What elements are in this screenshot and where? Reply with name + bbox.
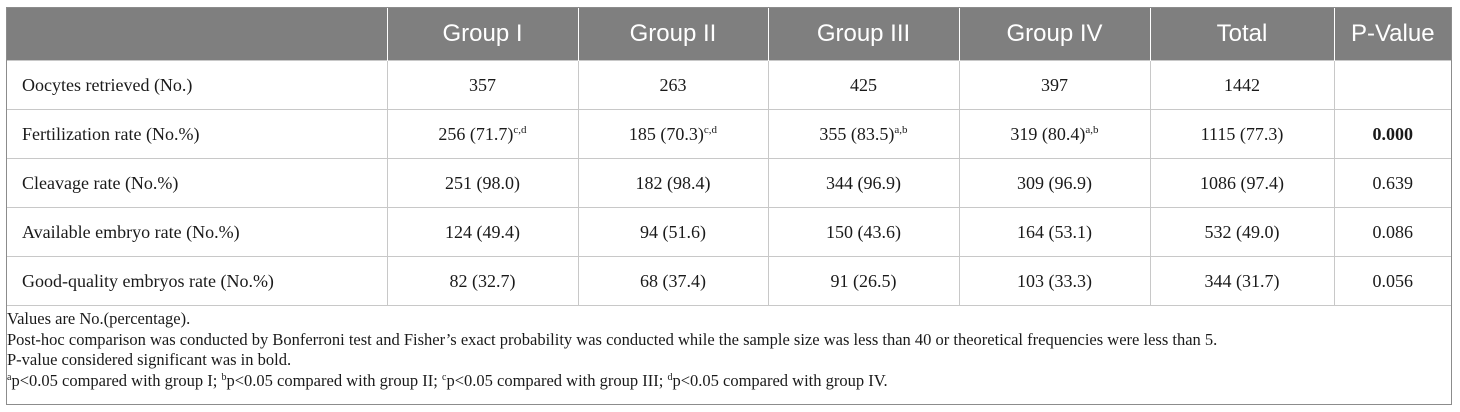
header-cell-empty	[7, 8, 388, 61]
row-label: Oocytes retrieved (No.)	[7, 60, 388, 110]
cell-value: 185 (70.3)	[628, 123, 704, 144]
table-cell: 355 (83.5)a,b	[768, 109, 960, 159]
table-cell: 251 (98.0)	[387, 158, 579, 208]
cell-value: 94 (51.6)	[640, 221, 706, 242]
p-value-cell: 0.086	[1334, 207, 1451, 257]
table-cell: 91 (26.5)	[768, 256, 960, 306]
cell-value: 532 (49.0)	[1204, 221, 1280, 242]
table-cell: 256 (71.7)c,d	[387, 109, 579, 159]
cell-value: 1442	[1224, 74, 1260, 95]
header-row: Group I Group II Group III Group IV Tota…	[7, 8, 1451, 61]
table-row: Fertilization rate (No.%) 256 (71.7)c,d 18…	[7, 109, 1451, 159]
cell-value: 182 (98.4)	[635, 172, 711, 193]
table-cell: 344 (96.9)	[768, 158, 960, 208]
table-cell: 185 (70.3)c,d	[578, 109, 769, 159]
table-cell: 150 (43.6)	[768, 207, 960, 257]
table-cell: 94 (51.6)	[578, 207, 769, 257]
cell-value: 124 (49.4)	[445, 221, 520, 242]
table-cell: 182 (98.4)	[578, 158, 769, 208]
table-cell: 397	[959, 60, 1151, 110]
table-cell: 164 (53.1)	[959, 207, 1151, 257]
cell-value: 1086 (97.4)	[1200, 172, 1284, 193]
footnote-text: p<0.05 compared with group III;	[446, 370, 668, 390]
footnote-marker: d	[667, 371, 673, 383]
results-table: Group I Group II Group III Group IV Tota…	[7, 8, 1451, 306]
note-post-hoc: Post-hoc comparison was conducted by Bon…	[7, 329, 1218, 349]
table-cell: 1115 (77.3)	[1150, 109, 1335, 159]
table-body: Oocytes retrieved (No.) 357 263 425 397 1442 F…	[7, 60, 1451, 306]
table-row: Oocytes retrieved (No.) 357 263 425 397 1442	[7, 60, 1451, 110]
cell-value: 344 (96.9)	[826, 172, 901, 193]
row-label: Fertilization rate (No.%)	[7, 109, 388, 159]
row-label: Good-quality embryos rate (No.%)	[7, 256, 388, 306]
header-cell-group-i: Group I	[387, 8, 579, 61]
header-cell-group-iii: Group III	[768, 8, 960, 61]
table-row: Cleavage rate (No.%) 251 (98.0) 182 (98.4)…	[7, 158, 1451, 208]
footnote-text: p<0.05 compared with group II;	[226, 370, 442, 390]
cell-value: 150 (43.6)	[826, 221, 901, 242]
header-cell-p-value: P-Value	[1334, 8, 1451, 61]
table-cell: 344 (31.7)	[1150, 256, 1335, 306]
table-row: Good-quality embryos rate (No.%) 82 (32.7…	[7, 256, 1451, 306]
table-row: Available embryo rate (No.%) 124 (49.4) 94…	[7, 207, 1451, 257]
table-cell: 263	[578, 60, 769, 110]
row-label: Cleavage rate (No.%)	[7, 158, 388, 208]
cell-value: 397	[1041, 74, 1068, 95]
cell-value: 425	[850, 74, 877, 95]
table-frame: Group I Group II Group III Group IV Tota…	[6, 7, 1452, 405]
table-notes: Values are No.(percentage). Post-hoc com…	[7, 309, 1217, 391]
cell-value: 82 (32.7)	[449, 270, 516, 291]
significance-superscript: c,d	[703, 123, 718, 136]
note-significance: P-value considered significant was in bo…	[7, 350, 292, 369]
header-cell-group-iv: Group IV	[959, 8, 1151, 61]
footnote-marker: a	[7, 371, 12, 383]
significance-superscript: a,b	[894, 123, 908, 136]
row-label: Available embryo rate (No.%)	[7, 207, 388, 257]
footnote-text: p<0.05 compared with group IV.	[672, 370, 888, 390]
table-cell: 124 (49.4)	[387, 207, 579, 257]
table-header: Group I Group II Group III Group IV Tota…	[7, 8, 1451, 61]
cell-value: 263	[659, 74, 687, 95]
cell-value: 68 (37.4)	[640, 270, 706, 291]
note-footnotes: ap<0.05 compared with group I; bp<0.05 c…	[7, 371, 1217, 392]
header-cell-group-ii: Group II	[578, 8, 769, 61]
p-value-cell: 0.639	[1334, 158, 1451, 208]
cell-value: 344 (31.7)	[1204, 270, 1280, 291]
cell-value: 103 (33.3)	[1017, 270, 1092, 291]
footnote-text: p<0.05 compared with group I;	[11, 370, 222, 390]
footnote-marker: c	[441, 371, 447, 383]
cell-value: 319 (80.4)	[1010, 123, 1086, 144]
cell-value: 256 (71.7)	[438, 123, 514, 144]
table-cell: 309 (96.9)	[959, 158, 1151, 208]
table-cell: 1442	[1150, 60, 1335, 110]
note-values: Values are No.(percentage).	[7, 309, 191, 328]
cell-value: 91 (26.5)	[830, 270, 897, 291]
cell-value: 357	[469, 74, 496, 95]
table-cell: 357	[387, 60, 579, 110]
cell-value: 251 (98.0)	[445, 172, 520, 193]
footnote-marker: b	[221, 371, 227, 383]
cell-value: 164 (53.1)	[1017, 221, 1092, 242]
table-cell: 1086 (97.4)	[1150, 158, 1335, 208]
cell-value: 1115 (77.3)	[1200, 123, 1284, 144]
p-value-cell: 0.056	[1334, 256, 1451, 306]
p-value-cell	[1334, 60, 1451, 110]
table-cell: 319 (80.4)a,b	[959, 109, 1151, 159]
cell-value: 309 (96.9)	[1017, 172, 1092, 193]
table-cell: 425	[768, 60, 960, 110]
p-value-cell: 0.000	[1334, 109, 1451, 159]
table-cell: 532 (49.0)	[1150, 207, 1335, 257]
table-cell: 68 (37.4)	[578, 256, 769, 306]
table-cell: 82 (32.7)	[387, 256, 579, 306]
significance-superscript: a,b	[1085, 123, 1099, 136]
cell-value: 355 (83.5)	[819, 123, 895, 144]
table-cell: 103 (33.3)	[959, 256, 1151, 306]
header-cell-total: Total	[1150, 8, 1335, 61]
significance-superscript: c,d	[513, 123, 527, 136]
